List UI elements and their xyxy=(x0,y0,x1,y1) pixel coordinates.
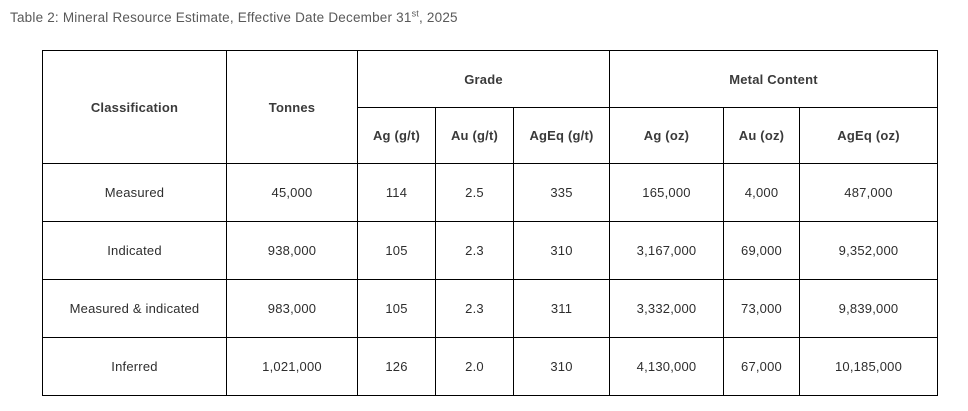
cell-classification: Inferred xyxy=(42,337,227,396)
header-row-units: Ag (g/t) Au (g/t) AgEq (g/t) Ag (oz) Au … xyxy=(43,107,938,164)
cell-au-oz: 73,000 xyxy=(723,279,800,338)
cell-ag-gpt: 105 xyxy=(357,279,436,338)
cell-tonnes: 983,000 xyxy=(226,279,358,338)
mineral-resource-table: Classification Tonnes Grade Metal Conten… xyxy=(42,50,938,396)
cell-classification: Indicated xyxy=(42,221,227,280)
header-row-groups: Classification Tonnes Grade Metal Conten… xyxy=(42,50,938,164)
header-ag-oz: Ag (oz) xyxy=(609,107,724,164)
header-au-oz: Au (oz) xyxy=(723,107,800,164)
header-tonnes: Tonnes xyxy=(226,50,358,164)
header-metal-content-group: Metal Content xyxy=(609,50,938,108)
table-row-indicated: Indicated 938,000 105 2.3 310 3,167,000 … xyxy=(42,221,938,280)
cell-au-oz: 69,000 xyxy=(723,221,800,280)
cell-tonnes: 1,021,000 xyxy=(226,337,358,396)
table-row-measured-and-indicated: Measured & indicated 983,000 105 2.3 311… xyxy=(42,279,938,338)
cell-ag-gpt: 105 xyxy=(357,221,436,280)
cell-ag-oz: 4,130,000 xyxy=(609,337,724,396)
cell-tonnes: 45,000 xyxy=(226,163,358,222)
cell-ag-gpt: 126 xyxy=(357,337,436,396)
cell-ageq-gpt: 335 xyxy=(513,163,610,222)
table-row-inferred: Inferred 1,021,000 126 2.0 310 4,130,000… xyxy=(42,337,938,396)
cell-ageq-gpt: 310 xyxy=(513,337,610,396)
cell-ageq-oz: 9,839,000 xyxy=(799,279,938,338)
cell-ag-oz: 165,000 xyxy=(609,163,724,222)
header-grade-group: Grade xyxy=(357,50,610,108)
cell-ag-oz: 3,167,000 xyxy=(609,221,724,280)
cell-au-gpt: 2.0 xyxy=(435,337,514,396)
table-caption: Table 2: Mineral Resource Estimate, Effe… xyxy=(10,8,458,25)
header-ageq-gpt: AgEq (g/t) xyxy=(513,107,610,164)
table-caption-suffix: , 2025 xyxy=(419,10,458,25)
cell-au-oz: 67,000 xyxy=(723,337,800,396)
cell-classification: Measured & indicated xyxy=(42,279,227,338)
cell-ag-oz: 3,332,000 xyxy=(609,279,724,338)
cell-au-gpt: 2.5 xyxy=(435,163,514,222)
cell-ageq-gpt: 310 xyxy=(513,221,610,280)
table-row-measured: Measured 45,000 114 2.5 335 165,000 4,00… xyxy=(42,163,938,222)
table-caption-text: Table 2: Mineral Resource Estimate, Effe… xyxy=(10,10,412,25)
cell-au-gpt: 2.3 xyxy=(435,221,514,280)
table-caption-superscript: st xyxy=(411,8,419,19)
cell-ageq-oz: 487,000 xyxy=(799,163,938,222)
header-au-gpt: Au (g/t) xyxy=(435,107,514,164)
cell-classification: Measured xyxy=(42,163,227,222)
cell-ageq-oz: 9,352,000 xyxy=(799,221,938,280)
cell-au-oz: 4,000 xyxy=(723,163,800,222)
cell-ageq-oz: 10,185,000 xyxy=(799,337,938,396)
cell-au-gpt: 2.3 xyxy=(435,279,514,338)
header-ag-gpt: Ag (g/t) xyxy=(357,107,436,164)
cell-tonnes: 938,000 xyxy=(226,221,358,280)
cell-ag-gpt: 114 xyxy=(357,163,436,222)
cell-ageq-gpt: 311 xyxy=(513,279,610,338)
header-ageq-oz: AgEq (oz) xyxy=(799,107,938,164)
header-classification: Classification xyxy=(42,50,227,164)
